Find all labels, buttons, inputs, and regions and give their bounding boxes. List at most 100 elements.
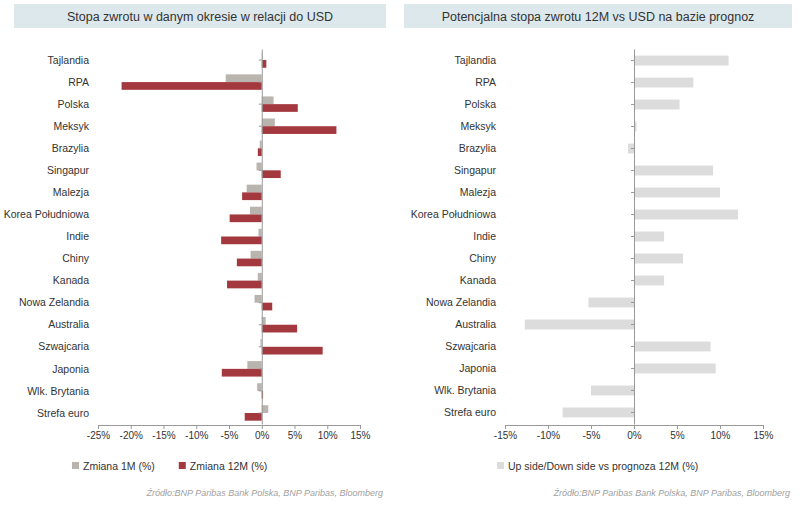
- bars: [122, 52, 337, 420]
- tick-mark: [259, 60, 262, 61]
- tick: [259, 258, 262, 259]
- legend-label: Up side/Down side vs prognoza 12M (%): [508, 460, 698, 472]
- category-label: Meksyk: [460, 120, 496, 132]
- bar: [525, 320, 634, 330]
- bars: [525, 56, 738, 418]
- source-note: Źródło:BNP Paribas Bank Polska, BNP Pari…: [146, 488, 383, 498]
- panel: Potencjalna stopa zwrotu 12M vs USD na b…: [404, 4, 792, 498]
- category-label: Strefa euro: [37, 407, 89, 419]
- tick-mark: [360, 425, 361, 429]
- bar: [634, 342, 711, 352]
- bar: [222, 369, 262, 377]
- tick: [631, 148, 634, 149]
- tick-mark: [631, 214, 634, 215]
- bar: [634, 232, 664, 242]
- category-label: Wlk. Brytania: [434, 384, 496, 396]
- tick-mark: [505, 425, 506, 429]
- legend-label: Zmiana 12M (%): [190, 460, 268, 472]
- bar: [634, 254, 683, 264]
- bar: [262, 347, 323, 355]
- bar: [634, 166, 713, 176]
- legend-item: Zmiana 1M (%): [72, 460, 155, 472]
- title-background: [404, 4, 792, 28]
- panel: Stopa zwrotu w danym okresie w relacji d…: [4, 4, 386, 498]
- tick-mark: [631, 390, 634, 391]
- figure: Stopa zwrotu w danym okresie w relacji d…: [0, 0, 800, 506]
- x-axis: -25%-20%-15%-10%-5%0%5%10%15%: [87, 425, 371, 441]
- bar: [262, 325, 297, 333]
- category-label: Szwajcaria: [445, 340, 496, 352]
- tick-label: -20%: [120, 430, 143, 441]
- tick-mark: [259, 302, 262, 303]
- bar: [634, 188, 720, 198]
- tick-mark: [631, 60, 634, 61]
- tick: -20%: [120, 425, 143, 441]
- category-label: Brazylia: [459, 142, 497, 154]
- bar: [260, 339, 261, 347]
- tick-mark: [631, 302, 634, 303]
- bar: [237, 259, 262, 267]
- tick-mark: [98, 425, 99, 429]
- tick-mark: [259, 104, 262, 105]
- tick-label: 15%: [753, 430, 773, 441]
- tick: 10%: [710, 425, 730, 441]
- tick: [631, 236, 634, 237]
- tick-mark: [327, 425, 328, 429]
- bar: [247, 361, 261, 369]
- tick: [259, 368, 262, 369]
- legend-swatch: [179, 462, 186, 469]
- bar: [262, 96, 274, 104]
- tick-label: 5%: [288, 430, 303, 441]
- tick: [259, 126, 262, 127]
- tick-label: -5%: [221, 430, 239, 441]
- tick: 0%: [255, 425, 270, 441]
- tick: 5%: [670, 425, 685, 441]
- bar: [245, 413, 262, 421]
- category-label: Tajlandia: [48, 54, 90, 66]
- bar: [634, 56, 729, 66]
- category-label: Chiny: [62, 252, 90, 264]
- tick-mark: [677, 425, 678, 429]
- tick-label: 15%: [350, 430, 370, 441]
- tick-mark: [262, 425, 263, 429]
- tick: [631, 324, 634, 325]
- tick: -25%: [87, 425, 110, 441]
- tick-mark: [259, 390, 262, 391]
- tick: [631, 82, 634, 83]
- tick: [631, 170, 634, 171]
- tick-label: -10%: [537, 430, 560, 441]
- category-label: Malezja: [460, 186, 496, 198]
- tick-label: 5%: [670, 430, 685, 441]
- tick-mark: [631, 170, 634, 171]
- tick: [259, 170, 262, 171]
- tick-label: 10%: [710, 430, 730, 441]
- category-label: Polska: [57, 98, 89, 110]
- tick-mark: [634, 425, 635, 429]
- tick-mark: [631, 346, 634, 347]
- tick: 0%: [627, 425, 642, 441]
- bar: [260, 141, 262, 149]
- bar: [262, 104, 298, 112]
- tick: 15%: [350, 425, 370, 441]
- x-axis: -15%-10%-5%0%5%10%15%: [494, 425, 774, 441]
- tick: -10%: [185, 425, 208, 441]
- bar: [634, 210, 738, 220]
- legend-label: Zmiana 1M (%): [83, 460, 155, 472]
- tick: [259, 236, 262, 237]
- category-label: Singapur: [47, 164, 90, 176]
- bar: [262, 126, 337, 134]
- legend-swatch: [72, 462, 79, 469]
- bar: [257, 163, 262, 171]
- tick-mark: [591, 425, 592, 429]
- tick-mark: [259, 346, 262, 347]
- tick-mark: [259, 170, 262, 171]
- category-axis: [631, 50, 635, 425]
- bar: [634, 100, 680, 110]
- title: Potencjalna stopa zwrotu 12M vs USD na b…: [442, 10, 755, 24]
- tick-mark: [131, 425, 132, 429]
- tick: [631, 126, 634, 127]
- category-label: Tajlandia: [455, 54, 497, 66]
- category-label: Japonia: [52, 363, 89, 375]
- tick-mark: [631, 82, 634, 83]
- category-label: Indie: [473, 230, 496, 242]
